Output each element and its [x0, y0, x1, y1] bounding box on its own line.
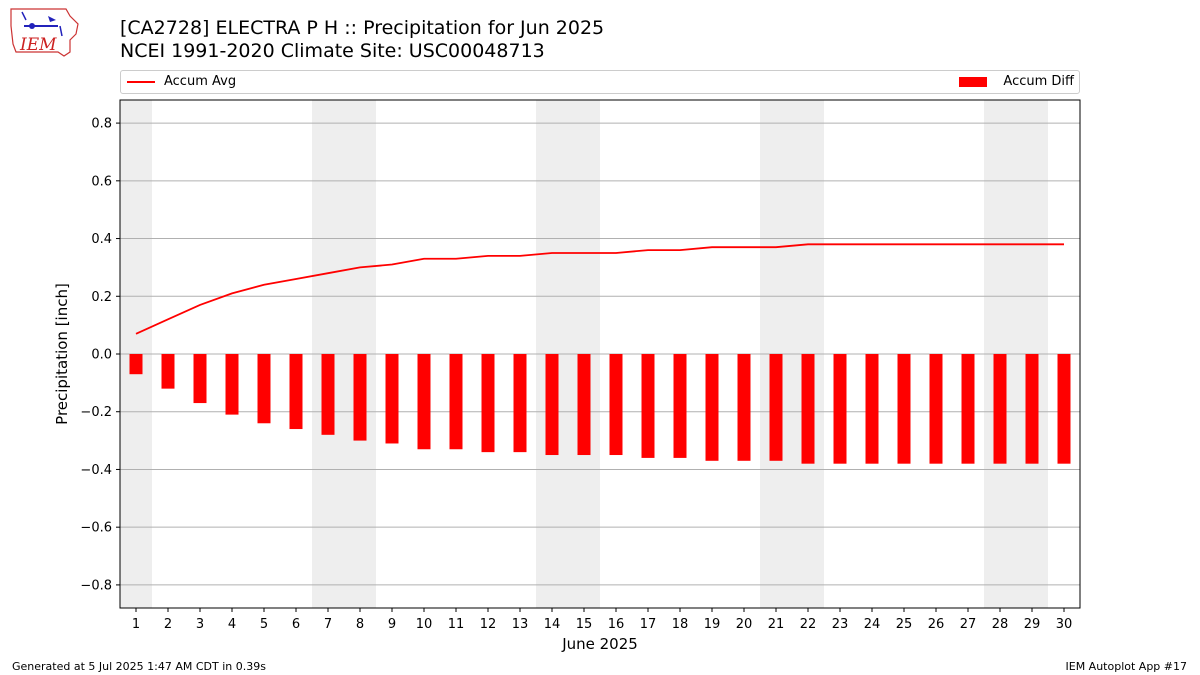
x-tick-label: 27 — [960, 617, 977, 632]
diff-bar — [513, 354, 527, 453]
diff-bar — [449, 354, 463, 450]
y-axis-ticks: −0.8 −0.6 −0.4 −0.2 0.0 0.2 0.4 0.6 0.8 — [80, 117, 120, 593]
x-axis-ticks: 1 2 3 4 5 6 7 8 9 10 11 12 13 14 15 16 17 18 19 20 21 22 23 24 2… — [132, 608, 1072, 632]
diff-bar — [385, 354, 399, 444]
diff-bar — [545, 354, 559, 456]
y-tick-label: 0.6 — [91, 174, 112, 189]
x-tick-label: 2 — [164, 617, 172, 632]
x-tick-label: 24 — [864, 617, 881, 632]
x-tick-label: 8 — [356, 617, 364, 632]
diff-bar — [801, 354, 815, 464]
diff-bar — [673, 354, 687, 458]
x-tick-label: 21 — [768, 617, 785, 632]
diff-bar — [577, 354, 591, 456]
x-tick-label: 1 — [132, 617, 140, 632]
x-tick-label: 25 — [896, 617, 913, 632]
diff-bar — [833, 354, 847, 464]
diff-bar — [865, 354, 879, 464]
diff-bars — [129, 354, 1071, 464]
diff-bar — [641, 354, 655, 458]
x-tick-label: 15 — [576, 617, 593, 632]
diff-bar — [1025, 354, 1039, 464]
x-tick-label: 28 — [992, 617, 1009, 632]
x-tick-label: 30 — [1056, 617, 1073, 632]
x-tick-label: 5 — [260, 617, 268, 632]
diff-bar — [481, 354, 495, 453]
x-tick-label: 17 — [640, 617, 657, 632]
y-tick-label: −0.8 — [80, 578, 112, 593]
diff-bar — [993, 354, 1007, 464]
diff-bar — [609, 354, 623, 456]
x-tick-label: 6 — [292, 617, 300, 632]
diff-bar — [257, 354, 271, 424]
x-tick-label: 20 — [736, 617, 753, 632]
y-tick-label: 0.0 — [91, 348, 112, 363]
footer-app-id: IEM Autoplot App #17 — [1065, 660, 1188, 673]
x-tick-label: 26 — [928, 617, 945, 632]
x-tick-label: 4 — [228, 617, 236, 632]
chart-title: [CA2728] ELECTRA P H :: Precipitation fo… — [120, 17, 605, 39]
x-tick-label: 22 — [800, 617, 817, 632]
diff-bar — [897, 354, 911, 464]
y-axis-label: Precipitation [inch] — [53, 283, 71, 425]
diff-bar — [129, 354, 143, 375]
x-tick-label: 13 — [512, 617, 529, 632]
diff-bar — [737, 354, 751, 461]
x-tick-label: 9 — [388, 617, 396, 632]
x-tick-label: 11 — [448, 617, 465, 632]
x-tick-label: 19 — [704, 617, 721, 632]
diff-bar — [161, 354, 175, 389]
y-tick-label: 0.2 — [91, 290, 112, 305]
chart-legend: Accum Avg Accum Diff — [120, 70, 1080, 94]
diff-bar — [961, 354, 975, 464]
y-tick-label: −0.4 — [80, 463, 112, 478]
x-tick-label: 16 — [608, 617, 625, 632]
x-tick-label: 3 — [196, 617, 204, 632]
x-tick-label: 12 — [480, 617, 497, 632]
legend-accum-avg-label: Accum Avg — [164, 74, 237, 89]
y-tick-label: −0.2 — [80, 405, 112, 420]
diff-bar — [193, 354, 207, 404]
x-tick-label: 23 — [832, 617, 849, 632]
diff-bar — [417, 354, 431, 450]
diff-bar — [225, 354, 239, 415]
diff-bar — [705, 354, 719, 461]
svg-text:IEM: IEM — [19, 35, 57, 55]
diff-bar — [769, 354, 783, 461]
x-tick-label: 7 — [324, 617, 332, 632]
grid-lines — [120, 122, 1080, 586]
x-tick-label: 14 — [544, 617, 561, 632]
legend-line-swatch — [127, 81, 155, 83]
legend-accum-diff-label: Accum Diff — [1003, 74, 1074, 89]
iem-logo: IEM — [10, 8, 79, 57]
legend-bar-swatch — [959, 77, 987, 87]
avg-line — [135, 243, 1064, 335]
accum-avg-line — [135, 243, 1064, 335]
diff-bar — [353, 354, 367, 441]
x-tick-label: 18 — [672, 617, 689, 632]
chart-subtitle: NCEI 1991-2020 Climate Site: USC00048713 — [120, 40, 545, 62]
diff-bar — [1057, 354, 1071, 464]
footer-generated: Generated at 5 Jul 2025 1:47 AM CDT in 0… — [12, 660, 266, 673]
y-tick-label: −0.6 — [80, 521, 112, 536]
diff-bar — [289, 354, 303, 430]
y-tick-label: 0.8 — [91, 117, 112, 132]
x-axis-label: June 2025 — [561, 635, 638, 653]
y-tick-label: 0.4 — [91, 232, 112, 247]
x-tick-label: 29 — [1024, 617, 1041, 632]
diff-bar — [929, 354, 943, 464]
x-tick-label: 10 — [416, 617, 433, 632]
diff-bar — [321, 354, 335, 435]
